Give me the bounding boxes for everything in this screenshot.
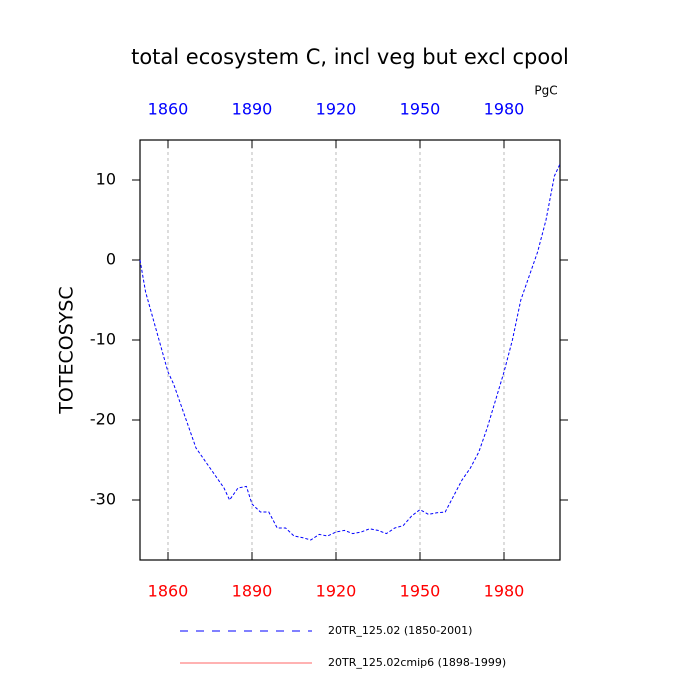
x-tick-label: 1950 bbox=[400, 582, 441, 601]
y-tick-label: -30 bbox=[90, 490, 116, 509]
y-tick-label: -10 bbox=[90, 330, 116, 349]
x-tick-label: 1860 bbox=[148, 582, 189, 601]
y-tick-label: -20 bbox=[90, 410, 116, 429]
y-axis-label: TOTECOSYSC bbox=[56, 286, 78, 414]
y-tick-label: 0 bbox=[106, 250, 116, 269]
x-top-tick-label: 1860 bbox=[148, 100, 189, 119]
legend-label: 20TR_125.02cmip6 (1898-1999) bbox=[328, 656, 506, 669]
x-top-tick-label: 1950 bbox=[400, 100, 441, 119]
x-top-tick-label: 1920 bbox=[316, 100, 357, 119]
units-label: PgC bbox=[534, 84, 557, 98]
x-top-tick-label: 1890 bbox=[232, 100, 273, 119]
x-tick-label: 1920 bbox=[316, 582, 357, 601]
x-tick-label: 1980 bbox=[484, 582, 525, 601]
plot-frame bbox=[139, 139, 561, 561]
y-tick-label: 10 bbox=[96, 170, 116, 189]
x-tick-label: 1890 bbox=[232, 582, 273, 601]
chart-title: total ecosystem C, incl veg but excl cpo… bbox=[131, 45, 569, 69]
data-line bbox=[139, 163, 561, 541]
x-top-tick-label: 1980 bbox=[484, 100, 525, 119]
legend-label: 20TR_125.02 (1850-2001) bbox=[328, 624, 472, 637]
